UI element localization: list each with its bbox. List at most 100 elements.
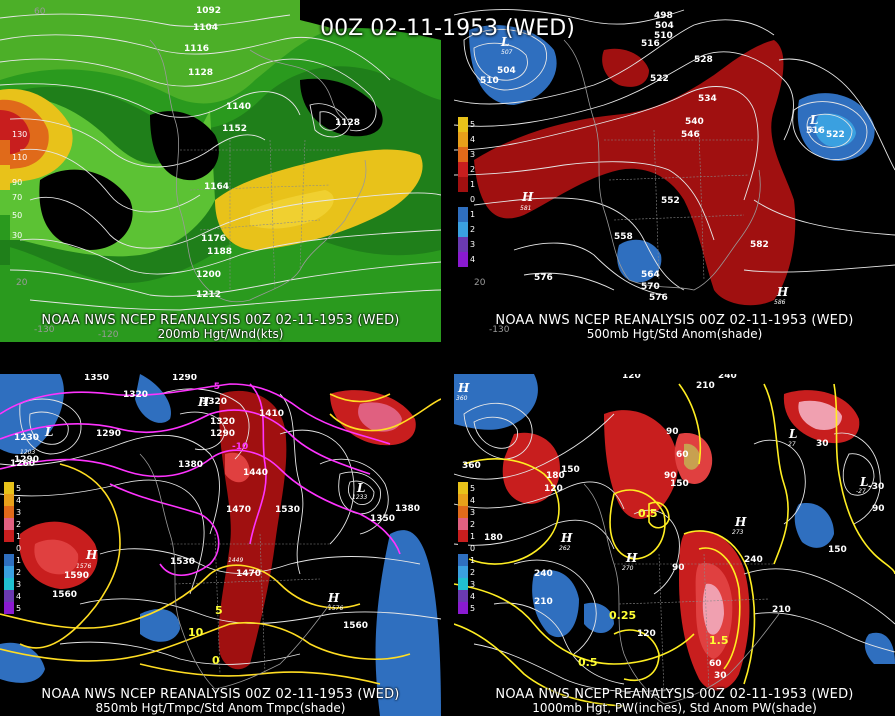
svg-text:360: 360 xyxy=(456,395,468,402)
low-center: L xyxy=(44,425,53,439)
svg-text:180: 180 xyxy=(484,533,503,543)
svg-text:522: 522 xyxy=(650,74,669,84)
colorbar-label: 50 xyxy=(12,211,22,220)
svg-text:504: 504 xyxy=(655,21,674,31)
pressure-centers-850mb: H 1576 H 1576 H 1449 L 1233 L 1203 xyxy=(20,395,367,612)
svg-text:1350: 1350 xyxy=(84,374,109,383)
svg-text:2: 2 xyxy=(16,568,21,577)
svg-text:10: 10 xyxy=(188,626,204,639)
svg-text:1203: 1203 xyxy=(20,449,35,456)
panel-caption: NOAA NWS NCEP REANALYSIS 00Z 02-11-1953 … xyxy=(41,687,400,702)
svg-text:4: 4 xyxy=(470,592,475,601)
svg-text:20: 20 xyxy=(474,278,486,288)
coastlines xyxy=(149,39,367,303)
svg-text:30: 30 xyxy=(816,439,829,449)
svg-text:1320: 1320 xyxy=(123,390,148,400)
svg-text:-130: -130 xyxy=(489,325,510,335)
height-contours-1000mb xyxy=(454,402,895,692)
positive-anomaly xyxy=(604,410,679,519)
svg-text:60: 60 xyxy=(34,7,46,17)
svg-text:1470: 1470 xyxy=(236,569,261,579)
svg-text:273: 273 xyxy=(732,529,744,536)
contour-labels-500mb: 498 504 510 516 522 528 534 540 546 552 … xyxy=(480,11,845,303)
svg-text:-10: -10 xyxy=(232,442,248,452)
pw-labels-1000mb: 0.5 0.25 0.5 1.5 xyxy=(578,507,729,669)
svg-text:90: 90 xyxy=(872,504,885,514)
svg-text:240: 240 xyxy=(534,569,553,579)
svg-text:540: 540 xyxy=(685,117,704,127)
panel-caption: NOAA NWS NCEP REANALYSIS 00Z 02-11-1953 … xyxy=(495,313,854,328)
contour-label: 1152 xyxy=(222,124,247,134)
svg-text:1: 1 xyxy=(470,210,475,219)
high-center: H xyxy=(734,515,747,529)
svg-text:1530: 1530 xyxy=(275,505,300,515)
low-center: L xyxy=(500,35,509,49)
svg-text:4: 4 xyxy=(16,592,21,601)
coastlines xyxy=(583,483,780,705)
svg-text:1: 1 xyxy=(16,532,21,541)
high-center: H xyxy=(521,190,534,204)
svg-text:1576: 1576 xyxy=(76,563,91,570)
height-contours-850mb xyxy=(0,388,441,665)
svg-text:0: 0 xyxy=(470,544,475,553)
svg-text:150: 150 xyxy=(828,545,847,555)
svg-text:2: 2 xyxy=(470,520,475,529)
temp-labels-850mb: -5 5 10 0 -10 xyxy=(188,382,248,667)
pressure-centers-500mb: H 581 H 586 L 507 L 516 xyxy=(500,35,822,306)
svg-text:5: 5 xyxy=(470,484,475,493)
svg-text:1290: 1290 xyxy=(172,374,197,383)
panel-850mb-map: 5 4 3 2 1 0 1 2 3 4 5 1350 1320 1290 129… xyxy=(0,374,441,716)
svg-text:90: 90 xyxy=(672,563,685,573)
svg-text:1590: 1590 xyxy=(64,571,89,581)
svg-text:1260: 1260 xyxy=(10,459,35,469)
svg-text:510: 510 xyxy=(654,31,673,41)
svg-text:4: 4 xyxy=(470,135,475,144)
calm-region xyxy=(39,169,133,250)
svg-text:1: 1 xyxy=(16,556,21,565)
svg-text:1.5: 1.5 xyxy=(709,634,729,647)
svg-text:5: 5 xyxy=(215,604,223,617)
low-center: L xyxy=(788,427,797,441)
colorbar-label: 130 xyxy=(12,130,27,139)
svg-text:576: 576 xyxy=(534,273,553,283)
svg-text:0.25: 0.25 xyxy=(609,609,636,622)
svg-text:516: 516 xyxy=(810,127,822,134)
svg-text:1350: 1350 xyxy=(370,514,395,524)
svg-text:210: 210 xyxy=(534,597,553,607)
svg-text:498: 498 xyxy=(654,11,673,21)
svg-text:1440: 1440 xyxy=(243,468,268,478)
svg-text:5: 5 xyxy=(16,484,21,493)
height-labels-1000mb: 120 210 240 360 150 180 120 90 150 60 90… xyxy=(462,374,885,681)
svg-text:558: 558 xyxy=(614,232,633,242)
contour-label: 1212 xyxy=(196,290,221,300)
svg-text:-120: -120 xyxy=(98,330,119,340)
height-contours-500mb xyxy=(454,9,895,296)
coastlines xyxy=(563,39,761,291)
svg-text:4: 4 xyxy=(470,496,475,505)
svg-text:522: 522 xyxy=(826,130,845,140)
positive-anomaly xyxy=(502,432,560,504)
svg-text:1320: 1320 xyxy=(202,397,227,407)
svg-text:262: 262 xyxy=(559,545,571,552)
svg-text:240: 240 xyxy=(744,555,763,565)
contour-label: 1140 xyxy=(226,102,251,112)
svg-text:516: 516 xyxy=(806,126,825,136)
svg-text:546: 546 xyxy=(681,130,700,140)
svg-text:1290: 1290 xyxy=(96,429,121,439)
contour-label: 1164 xyxy=(204,182,229,192)
colorbar-200mb: 130 110 90 70 50 30 xyxy=(0,115,27,265)
contour-label: 1092 xyxy=(196,6,221,16)
svg-text:27: 27 xyxy=(788,441,796,448)
svg-text:3: 3 xyxy=(470,240,475,249)
height-labels-850mb: 1350 1320 1290 1290 1320 1410 1380 1440 … xyxy=(10,374,420,631)
svg-text:150: 150 xyxy=(670,479,689,489)
grid-labels-200mb: 60 20 -130 -120 xyxy=(16,7,119,340)
svg-text:-130: -130 xyxy=(34,325,55,335)
panel-500mb-map: 5 4 3 2 1 0 1 2 3 4 498 504 510 516 522 … xyxy=(454,0,895,342)
svg-text:2: 2 xyxy=(16,520,21,529)
svg-text:120: 120 xyxy=(622,374,641,381)
high-center: H xyxy=(776,285,789,299)
svg-text:0: 0 xyxy=(212,654,220,667)
svg-text:576: 576 xyxy=(649,293,668,303)
svg-text:150: 150 xyxy=(561,465,580,475)
